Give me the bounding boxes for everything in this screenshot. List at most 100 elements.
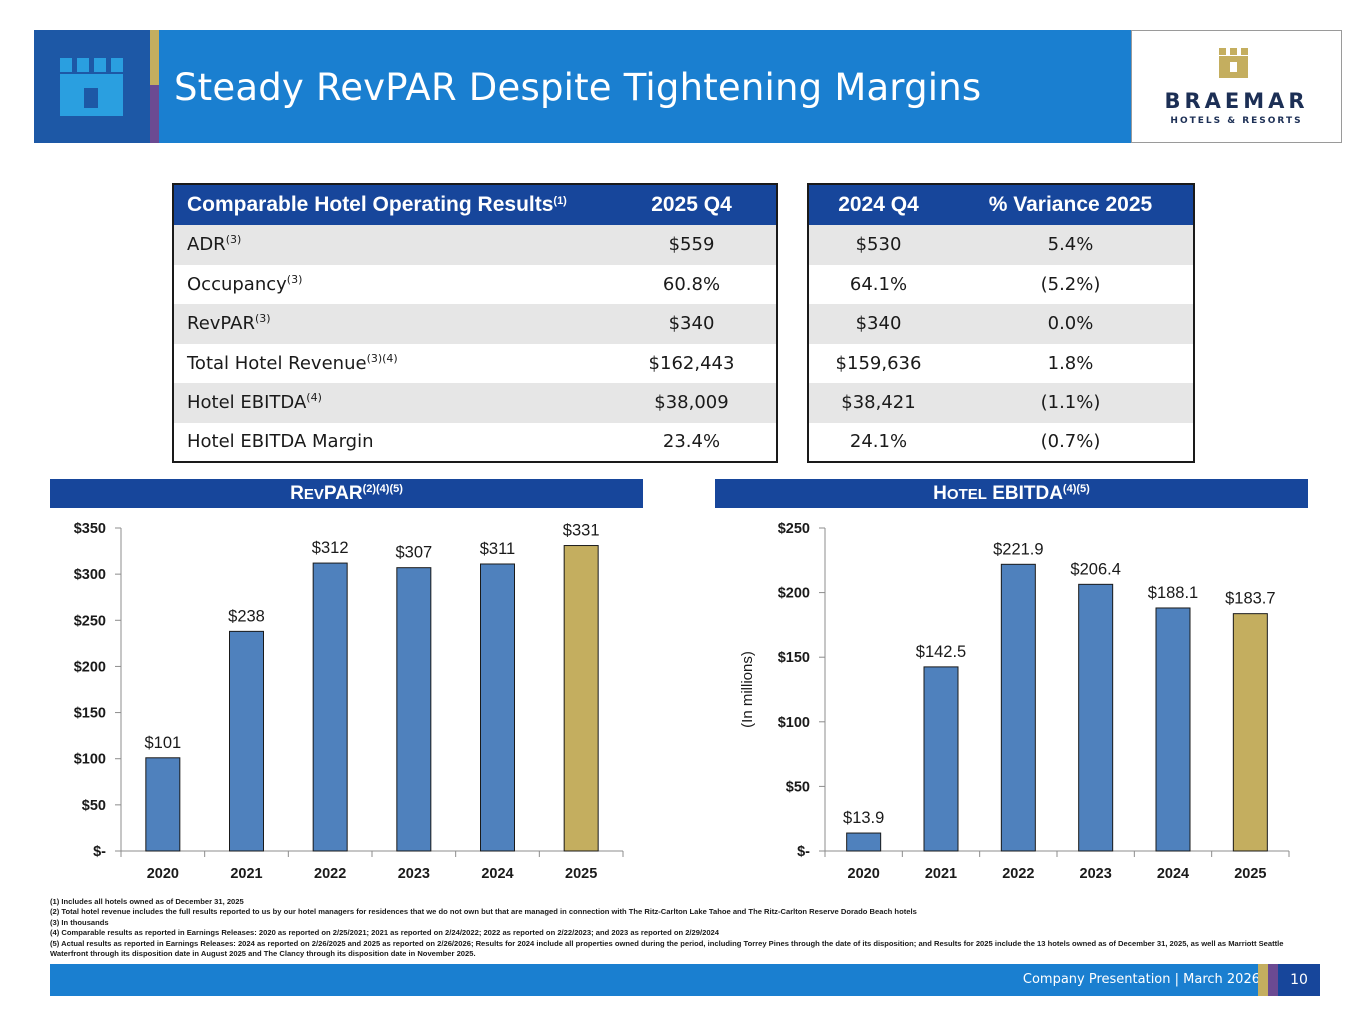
y-tick-label: $200 [778, 586, 810, 602]
bar-2023 [1078, 583, 1114, 852]
y-tick-label: $- [797, 844, 810, 860]
castle-logo-box [34, 30, 150, 143]
data-label-2021: $142.5 [916, 643, 966, 661]
data-label-2024: $188.1 [1148, 584, 1198, 602]
row-value: 60.8% [607, 264, 777, 304]
comparison-table: 2024 Q4 % Variance 2025 $530 5.4% 64.1% … [807, 183, 1195, 463]
x-tick-label: 2023 [398, 866, 430, 882]
row-value-2024: 64.1% [808, 264, 948, 304]
data-label-2020: $101 [144, 734, 181, 752]
bar-2020 [846, 832, 882, 852]
row-value-2024: $530 [808, 225, 948, 265]
x-tick-label: 2025 [565, 866, 597, 882]
title-band [159, 30, 1131, 143]
castle-icon [60, 58, 123, 116]
data-label-2022: $221.9 [993, 540, 1043, 558]
row-variance: 1.8% [948, 343, 1194, 383]
table-header-metric: Comparable Hotel Operating Results(1) [173, 184, 607, 225]
row-value-2024: $38,421 [808, 383, 948, 423]
brand-logo: BRAEMAR HOTELS & RESORTS [1131, 30, 1342, 143]
row-label: Total Hotel Revenue(3)(4) [173, 343, 607, 383]
table-header-variance: % Variance 2025 [948, 184, 1194, 225]
row-variance: 0.0% [948, 304, 1194, 344]
y-axis-label: (In millions) [739, 651, 756, 728]
table-row: Hotel EBITDA Margin 23.4% [173, 422, 777, 462]
brand-castle-icon [1219, 48, 1248, 78]
row-label: ADR(3) [173, 225, 607, 265]
table-header-row: 2024 Q4 % Variance 2025 [808, 184, 1194, 225]
table-row: Hotel EBITDA(4) $38,009 [173, 383, 777, 423]
data-label-2020: $13.9 [843, 809, 884, 827]
table-row: $38,421 (1.1%) [808, 383, 1194, 423]
purple-accent-stripe [150, 85, 159, 143]
table-row: RevPAR(3) $340 [173, 304, 777, 344]
ebitda-bar-chart: $- $50 $100 $150 $200 $250 $13.9 2020 $142.5 2021… [739, 521, 1290, 882]
y-tick-label: $300 [74, 567, 106, 583]
row-label: Occupancy(3) [173, 264, 607, 304]
bar-2020 [145, 757, 181, 852]
table-row: Total Hotel Revenue(3)(4) $162,443 [173, 343, 777, 383]
row-label: Hotel EBITDA Margin [173, 422, 607, 462]
bar-2024 [1155, 607, 1191, 852]
data-label-2023: $307 [395, 544, 432, 562]
page-number: 10 [1278, 964, 1320, 996]
revpar-chart-title: REVPAR(2)(4)(5) [50, 479, 643, 508]
y-tick-label: $350 [74, 521, 106, 537]
y-tick-label: $200 [74, 659, 106, 675]
footnote: (1) Includes all hotels owned as of Dece… [50, 897, 244, 906]
x-tick-label: 2022 [1002, 866, 1034, 882]
x-tick-label: 2024 [1157, 866, 1189, 882]
row-variance: (5.2%) [948, 264, 1194, 304]
data-label-2021: $238 [228, 607, 265, 625]
slide-footer: Company Presentation | March 2026 10 [50, 964, 1320, 996]
table-row: $159,636 1.8% [808, 343, 1194, 383]
footnotes: (1) Includes all hotels owned as of Dece… [50, 897, 1312, 959]
x-tick-label: 2020 [848, 866, 880, 882]
x-tick-label: 2021 [925, 866, 957, 882]
brand-subtitle: HOTELS & RESORTS [1170, 116, 1303, 126]
y-tick-label: $150 [74, 706, 106, 722]
footnote: (4) Comparable results as reported in Ea… [50, 928, 719, 938]
data-label-2025: $331 [563, 522, 600, 540]
ebitda-chart-title: HOTEL EBITDA(4)(5) [715, 479, 1308, 508]
data-label-2022: $312 [312, 539, 349, 557]
operating-results-table: Comparable Hotel Operating Results(1) 20… [172, 183, 778, 463]
bar-2025 [1232, 613, 1268, 852]
y-tick-label: $100 [778, 715, 810, 731]
row-value: $340 [607, 304, 777, 344]
footer-purple-stripe [1268, 964, 1278, 996]
y-tick-label: $250 [74, 613, 106, 629]
table-header-2025-q4: 2025 Q4 [607, 184, 777, 225]
row-value-2024: $340 [808, 304, 948, 344]
footer-text: Company Presentation | March 2026 [1022, 972, 1260, 987]
x-tick-label: 2023 [1080, 866, 1112, 882]
data-label-2024: $311 [480, 540, 515, 558]
table-row: ADR(3) $559 [173, 225, 777, 265]
row-variance: (1.1%) [948, 383, 1194, 423]
table-header-row: Comparable Hotel Operating Results(1) 20… [173, 184, 777, 225]
table-header-2024-q4: 2024 Q4 [808, 184, 948, 225]
row-variance: (0.7%) [948, 422, 1194, 462]
row-value-2024: 24.1% [808, 422, 948, 462]
table-row: Occupancy(3) 60.8% [173, 264, 777, 304]
table-row: 64.1% (5.2%) [808, 264, 1194, 304]
row-label: RevPAR(3) [173, 304, 607, 344]
y-tick-label: $150 [778, 650, 810, 666]
x-tick-label: 2024 [481, 866, 513, 882]
y-tick-label: $100 [74, 752, 106, 768]
slide-header: Steady RevPAR Despite Tightening Margins… [34, 30, 1342, 143]
bar-2022 [1000, 563, 1036, 852]
footnote: (3) In thousands [50, 917, 109, 927]
x-tick-label: 2022 [314, 866, 346, 882]
footer-gold-stripe [1258, 964, 1268, 996]
y-tick-label: $- [93, 844, 106, 860]
y-tick-label: $50 [82, 798, 106, 814]
page-title: Steady RevPAR Despite Tightening Margins [174, 66, 982, 109]
revpar-bar-chart: $- $50 $100 $150 $200 $250 $300 $350 $101 2020 $23… [74, 521, 624, 882]
row-value: $38,009 [607, 383, 777, 423]
row-value: $162,443 [607, 343, 777, 383]
table-row: 24.1% (0.7%) [808, 422, 1194, 462]
table-row: $530 5.4% [808, 225, 1194, 265]
row-value: 23.4% [607, 422, 777, 462]
row-value: $559 [607, 225, 777, 265]
